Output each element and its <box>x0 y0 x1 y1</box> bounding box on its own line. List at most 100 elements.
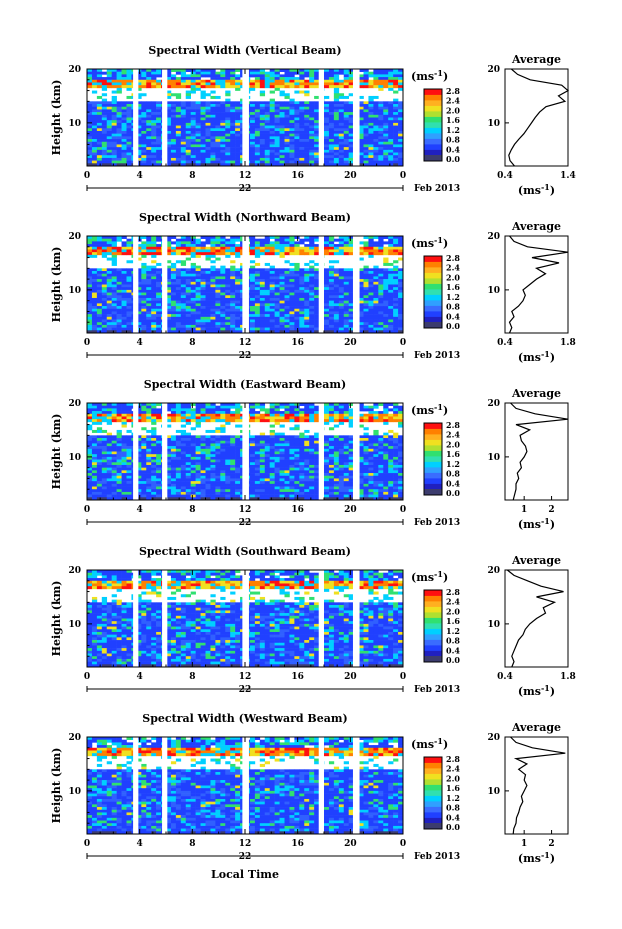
heatmap-cell <box>289 160 295 164</box>
heatmap-cell <box>284 276 290 280</box>
heatmap-cell <box>309 300 315 304</box>
heatmap-cell <box>175 141 182 145</box>
heatmap-cell <box>225 273 231 277</box>
heatmap-cell <box>373 163 379 167</box>
heatmap-cell <box>284 71 290 75</box>
heatmap-cell <box>146 139 152 143</box>
heatmap-cell <box>151 155 157 159</box>
heatmap-cell <box>126 330 132 334</box>
heatmap-cell <box>289 413 295 417</box>
heatmap-cell <box>304 292 310 296</box>
heatmap-cell <box>343 122 349 126</box>
heatmap-cell <box>274 419 280 423</box>
heatmap-cell <box>358 289 364 293</box>
average-x-unit: (ms-1) <box>518 349 555 364</box>
heatmap-cell <box>279 139 285 143</box>
heatmap-cell <box>309 85 315 89</box>
heatmap-cell <box>195 327 201 331</box>
heatmap-cell <box>254 284 261 288</box>
heatmap-cell <box>195 273 201 277</box>
heatmap-cell <box>190 287 196 291</box>
heatmap-cell <box>398 327 404 331</box>
colorbar-tick-label: 0.0 <box>446 321 460 331</box>
heatmap-cell <box>378 287 384 291</box>
heatmap-cell <box>324 306 330 310</box>
heatmap-cell <box>136 130 142 134</box>
heatmap-cell <box>91 276 98 280</box>
heatmap-cell <box>215 104 221 108</box>
heatmap-cell <box>106 147 112 151</box>
heatmap-cell <box>121 276 127 280</box>
heatmap-cell <box>388 71 394 75</box>
heatmap-cell <box>190 244 196 248</box>
heatmap-cell <box>284 287 290 291</box>
heatmap-cell <box>180 438 187 442</box>
heatmap-cell <box>338 101 345 105</box>
heatmap-cell <box>185 268 191 272</box>
heatmap-cell <box>141 236 147 239</box>
heatmap-cell <box>126 139 132 143</box>
heatmap-cell <box>195 85 201 89</box>
heatmap-cell <box>249 411 256 415</box>
heatmap-cell <box>343 128 349 132</box>
heatmap-cell <box>274 114 280 118</box>
heatmap-cell <box>195 74 201 78</box>
heatmap-cell <box>180 281 187 285</box>
heatmap-cell <box>304 438 310 442</box>
heatmap-cell <box>146 163 152 167</box>
heatmap-cell <box>254 71 261 75</box>
heatmap-cell <box>230 324 236 328</box>
heatmap-cell <box>274 155 280 159</box>
heatmap-cell <box>200 419 206 423</box>
heatmap-cell <box>96 74 103 78</box>
heatmap-cell <box>166 327 172 331</box>
heatmap-cell <box>205 106 211 110</box>
heatmap-cell <box>309 265 315 269</box>
heatmap-cell <box>200 246 206 250</box>
heatmap-cell <box>180 268 187 272</box>
heatmap-cell <box>91 287 98 291</box>
heatmap-cell <box>393 147 399 151</box>
heatmap-cell <box>106 273 112 277</box>
heatmap-cell <box>116 69 122 72</box>
heatmap-cell <box>309 160 315 164</box>
heatmap-cell <box>101 112 108 116</box>
heatmap-cell <box>235 74 241 78</box>
heatmap-cell <box>284 327 290 331</box>
heatmap-cell <box>328 440 335 444</box>
heatmap-cell <box>111 144 117 148</box>
heatmap-cell <box>328 411 335 415</box>
heatmap-cell <box>393 416 399 420</box>
heatmap-cell <box>205 93 211 97</box>
heatmap-cell <box>333 424 340 428</box>
heatmap-cell <box>378 246 384 250</box>
heatmap-cell <box>363 413 369 417</box>
heatmap-cell <box>299 130 305 134</box>
heatmap-cell <box>141 71 147 75</box>
heatmap-cell <box>195 411 201 415</box>
heatmap-cell <box>358 281 364 285</box>
heatmap-cell <box>220 324 226 328</box>
heatmap-cell <box>136 249 142 253</box>
heatmap-cell <box>87 249 93 253</box>
heatmap-cell <box>373 319 379 323</box>
heatmap-cell <box>225 69 231 72</box>
heatmap-cell <box>333 147 340 151</box>
heatmap-cell <box>225 114 231 118</box>
heatmap-cell <box>254 306 261 310</box>
heatmap-cell <box>398 85 404 89</box>
heatmap-cell <box>170 136 177 140</box>
heatmap-cell <box>358 314 364 318</box>
heatmap-cell <box>180 316 187 320</box>
heatmap-cell <box>210 435 216 439</box>
heatmap-cell <box>309 268 315 272</box>
heatmap-cell <box>141 281 147 285</box>
heatmap-cell <box>299 117 305 121</box>
heatmap-cell <box>215 427 221 431</box>
heatmap-cell <box>215 236 221 239</box>
heatmap-cell <box>225 419 231 423</box>
heatmap-cell <box>210 405 216 409</box>
heatmap-cell <box>96 128 103 132</box>
heatmap-cell <box>111 408 117 412</box>
heatmap-cell <box>175 244 182 248</box>
